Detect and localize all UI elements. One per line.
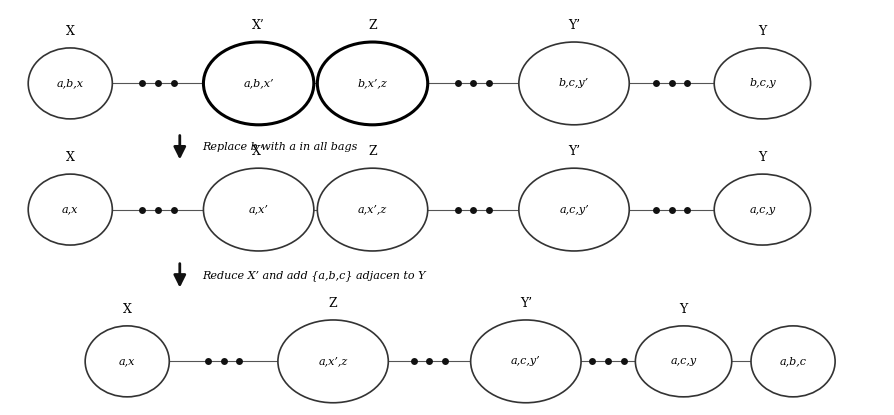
Text: a,x’,z: a,x’,z [358, 205, 387, 215]
Ellipse shape [204, 168, 314, 251]
Text: a,c,y’: a,c,y’ [560, 205, 589, 215]
Text: a,b,x’: a,b,x’ [243, 78, 274, 88]
Ellipse shape [204, 42, 314, 125]
Text: a,b,x: a,b,x [56, 78, 84, 88]
Text: Replace b with a in all bags: Replace b with a in all bags [202, 142, 357, 152]
Text: X’: X’ [252, 19, 265, 32]
Text: Z: Z [368, 145, 377, 159]
Text: a,c,y: a,c,y [670, 356, 696, 366]
Text: a,c,y’: a,c,y’ [511, 356, 541, 366]
Text: Y’: Y’ [519, 297, 532, 310]
Ellipse shape [714, 48, 811, 119]
Text: Y: Y [758, 25, 766, 38]
Ellipse shape [85, 326, 169, 397]
Text: X: X [122, 303, 131, 316]
Ellipse shape [636, 326, 731, 397]
Text: Y: Y [679, 303, 687, 316]
Text: X: X [66, 25, 75, 38]
Text: a,c,y: a,c,y [749, 205, 775, 215]
Text: a,x’,z: a,x’,z [318, 356, 348, 366]
Text: Z: Z [329, 297, 337, 310]
Text: X’: X’ [252, 145, 265, 159]
Text: b,c,y: b,c,y [749, 78, 776, 88]
Text: a,b,c: a,b,c [780, 356, 806, 366]
Ellipse shape [470, 320, 581, 403]
Text: Z: Z [368, 19, 377, 32]
Text: b,c,y’: b,c,y’ [559, 78, 589, 88]
Ellipse shape [29, 174, 113, 245]
Text: b,x’,z: b,x’,z [358, 78, 387, 88]
Ellipse shape [751, 326, 835, 397]
Text: a,x: a,x [119, 356, 135, 366]
Text: Y: Y [758, 151, 766, 164]
Ellipse shape [317, 42, 427, 125]
Ellipse shape [519, 168, 629, 251]
Ellipse shape [519, 42, 629, 125]
Text: X: X [66, 151, 75, 164]
Ellipse shape [714, 174, 811, 245]
Ellipse shape [317, 168, 427, 251]
Text: a,x’: a,x’ [249, 205, 268, 215]
Text: Reduce X’ and add {a,b,c} adjacen to Y: Reduce X’ and add {a,b,c} adjacen to Y [202, 270, 426, 281]
Text: Y’: Y’ [568, 19, 580, 32]
Text: Y’: Y’ [568, 145, 580, 159]
Text: a,x: a,x [62, 205, 79, 215]
Ellipse shape [29, 48, 113, 119]
Ellipse shape [278, 320, 388, 403]
